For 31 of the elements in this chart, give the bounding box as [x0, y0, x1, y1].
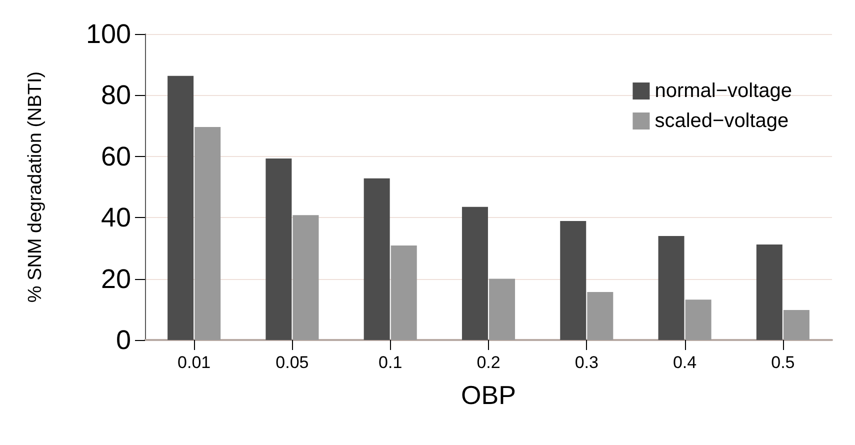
y-tick-label: 40: [100, 202, 131, 233]
y-axis-title: % SNM degradation (NBTI): [25, 71, 46, 303]
y-tick-label: 80: [100, 80, 131, 110]
y-tick-label: 100: [86, 19, 131, 49]
bar: [390, 245, 417, 340]
y-tick-label: 0: [116, 325, 131, 355]
bar: [587, 292, 614, 340]
bar: [364, 178, 390, 340]
x-tick-label: 0.3: [574, 353, 598, 372]
x-axis-title: OBP: [461, 380, 516, 410]
legend-label: normal−voltage: [654, 80, 792, 102]
x-tick-label: 0.05: [276, 353, 309, 372]
bar: [560, 220, 586, 340]
bar: [462, 206, 488, 340]
x-tick-label: 0.4: [672, 353, 697, 372]
bar: [756, 244, 782, 340]
x-tick-label: 0.5: [771, 353, 795, 372]
bar: [658, 236, 684, 340]
x-tick-label: 0.2: [476, 353, 500, 372]
bar: [783, 310, 810, 340]
y-tick-label: 20: [100, 264, 131, 294]
bar: [489, 278, 516, 340]
bar: [194, 127, 221, 340]
x-tick-label: 0.1: [378, 353, 402, 372]
legend-label: scaled−voltage: [654, 110, 789, 132]
y-tick-label: 60: [100, 141, 131, 172]
bar: [292, 215, 319, 340]
x-tick-label: 0.01: [178, 353, 211, 372]
bar: [168, 76, 194, 340]
bar: [266, 158, 292, 340]
bar: [685, 300, 712, 340]
